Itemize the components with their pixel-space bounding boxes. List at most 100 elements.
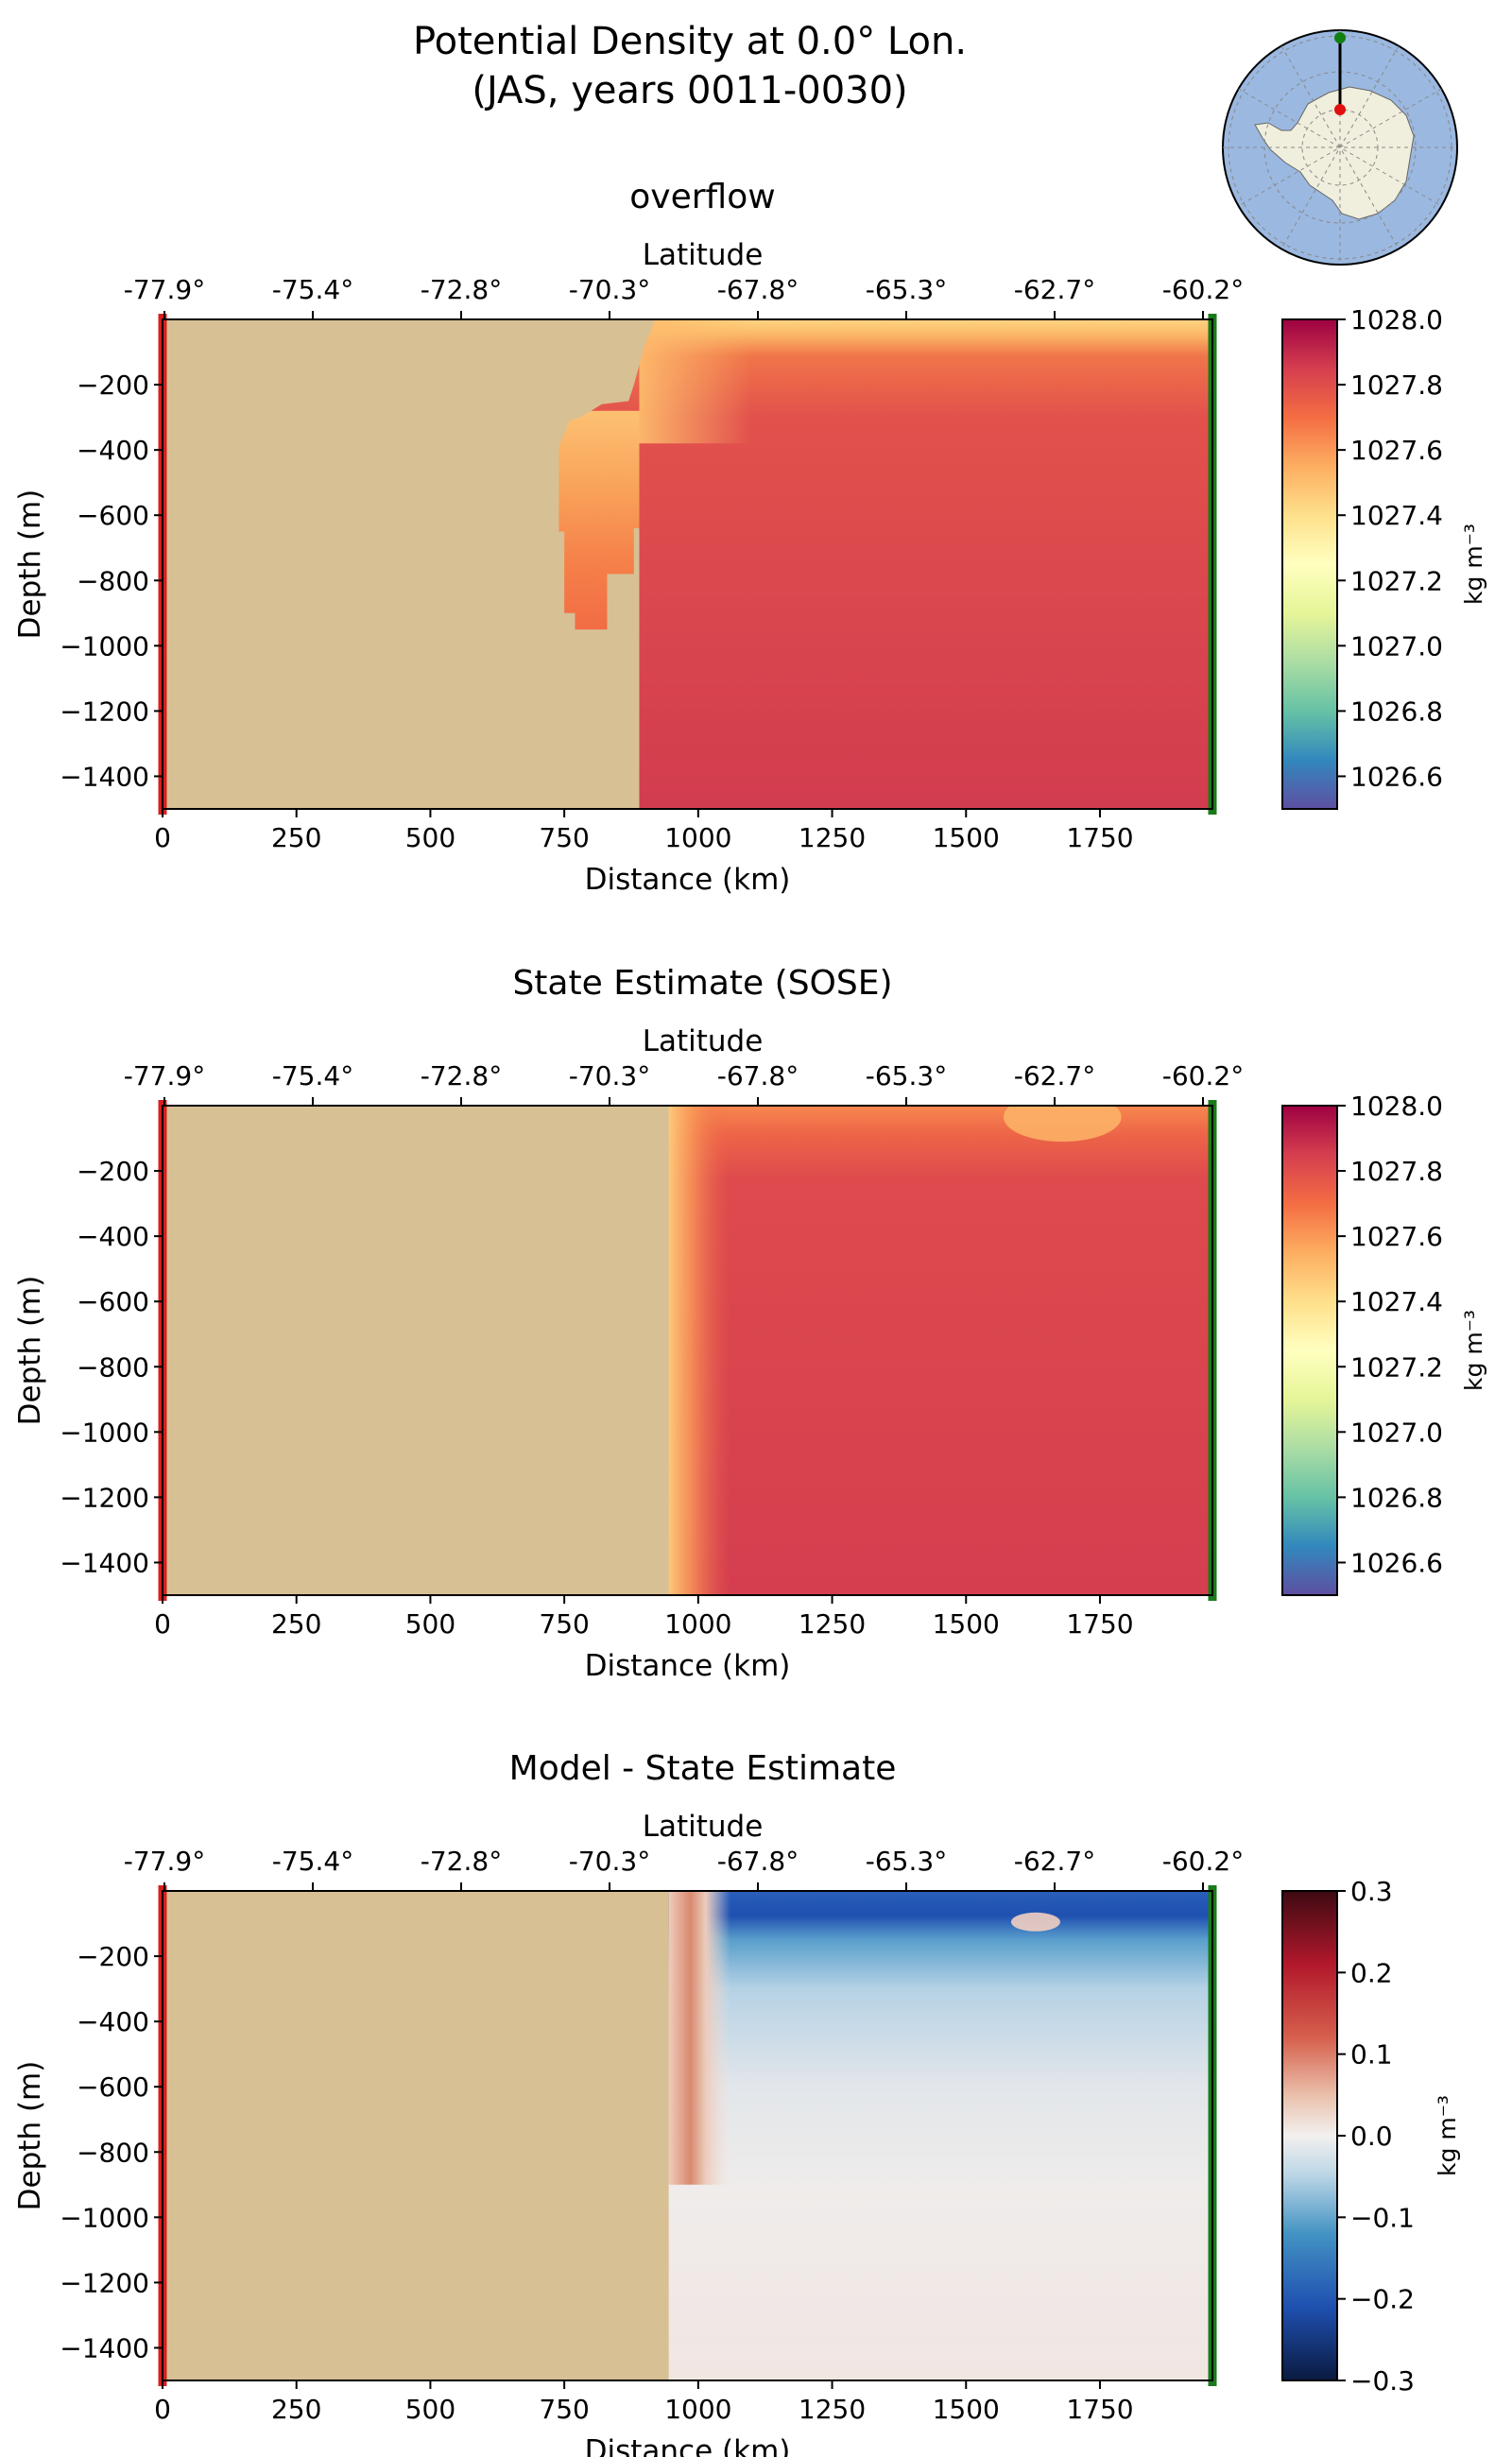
surface-positive-patch — [1010, 1912, 1060, 1932]
latitude-tick-label: -62.7° — [1014, 1846, 1095, 1877]
x-tick-label: 750 — [539, 2394, 589, 2425]
x-tick-label: 1250 — [799, 822, 866, 853]
panel-title: overflow — [629, 178, 775, 216]
panel-title: Model - State Estimate — [509, 1749, 897, 1788]
panel-1: overflow Latitude 0 250 500 750 1000 1250 1500 17… — [13, 178, 1487, 897]
density-field — [163, 1891, 1212, 2380]
colorbar-tick-label: 0.3 — [1350, 1876, 1393, 1907]
panels-group: overflow Latitude 0 250 500 750 1000 1250 1500 17… — [13, 178, 1487, 2457]
x-tick-label: 750 — [539, 822, 589, 853]
y-tick-label: −400 — [77, 2006, 149, 2037]
density-field — [163, 1106, 1212, 1595]
x-tick-label: 1250 — [799, 1608, 866, 1640]
y-tick-label: −200 — [77, 1156, 149, 1187]
colorbar-tick-label: 1027.6 — [1350, 1221, 1443, 1252]
y-tick-label: −600 — [77, 500, 149, 531]
colorbar-tick-label: 1028.0 — [1350, 304, 1443, 335]
x-tick-label: 250 — [271, 822, 321, 853]
figure-title-line2: (JAS, years 0011-0030) — [472, 69, 908, 112]
y-tick-label: −1000 — [60, 1417, 149, 1448]
x-axis-label: Distance (km) — [585, 863, 791, 897]
latitude-tick-label: -65.3° — [866, 274, 947, 305]
latitude-tick-label: -77.9° — [124, 1846, 205, 1877]
latitude-tick-label: -75.4° — [272, 274, 353, 305]
colorbar-tick-label: 1027.0 — [1350, 630, 1443, 662]
land-mask — [163, 319, 656, 809]
latitude-tick-label: -77.9° — [124, 274, 205, 305]
y-axis-label: Depth (m) — [13, 490, 47, 640]
y-tick-label: −1000 — [60, 2202, 149, 2233]
x-tick-label: 750 — [539, 1608, 589, 1640]
y-tick-label: −1200 — [60, 1482, 149, 1513]
coastal-light-water — [665, 1106, 730, 1595]
colorbar-tick-label: 1028.0 — [1350, 1091, 1443, 1122]
land-mask — [163, 1891, 669, 2380]
x-tick-label: 0 — [154, 2394, 171, 2425]
density-field — [163, 319, 1212, 809]
colorbar-tick-label: 1027.0 — [1350, 1417, 1443, 1448]
antarctica-landmass — [1254, 86, 1415, 220]
y-tick-label: −1200 — [60, 2267, 149, 2298]
y-tick-label: −600 — [77, 1286, 149, 1317]
plot-frame — [162, 1890, 1213, 2381]
section-end-marker — [1334, 32, 1346, 43]
x-tick-label: 500 — [405, 2394, 455, 2425]
colorbar-tick-label: 1027.2 — [1350, 1351, 1443, 1383]
x-axis-label: Distance (km) — [585, 2434, 791, 2457]
latitude-tick-label: -65.3° — [866, 1060, 947, 1091]
colorbar-tick-label: 0.0 — [1350, 2121, 1393, 2152]
colorbar-tick-label: 1027.2 — [1350, 565, 1443, 596]
colorbar-tick-label: 1027.6 — [1350, 435, 1443, 466]
x-tick-label: 1250 — [799, 2394, 866, 2425]
latitude-tick-label: -70.3° — [569, 1846, 650, 1877]
y-axis-label: Depth (m) — [13, 2061, 47, 2211]
latitude-tick-label: -62.7° — [1014, 274, 1095, 305]
latitude-tick-label: -67.8° — [717, 274, 799, 305]
colorbar — [1281, 318, 1338, 810]
plot-frame — [162, 1105, 1213, 1596]
y-tick-label: −400 — [77, 1221, 149, 1252]
plot-frame — [162, 318, 1213, 810]
latitude-tick-label: -72.8° — [421, 1060, 502, 1091]
surface-light-patch — [1003, 1106, 1122, 1143]
meridian-line — [1238, 88, 1442, 207]
x-tick-label: 250 — [271, 1608, 321, 1640]
x-tick-label: 1750 — [1066, 822, 1133, 853]
latitude-tick-label: -77.9° — [124, 1060, 205, 1091]
figure-title-line1: Potential Density at 0.0° Lon. — [412, 20, 968, 63]
y-axis-label: Depth (m) — [13, 1276, 47, 1426]
y-tick-label: −1400 — [60, 761, 149, 792]
x-tick-label: 1500 — [933, 1608, 1000, 1640]
x-tick-label: 1500 — [933, 2394, 1000, 2425]
y-tick-label: −1200 — [60, 696, 149, 727]
colorbar-label: kg m⁻³ — [1460, 1310, 1487, 1391]
latitude-tick-label: -60.2° — [1162, 1846, 1244, 1877]
x-tick-label: 1750 — [1066, 1608, 1133, 1640]
latitude-tick-label: -65.3° — [866, 1846, 947, 1877]
latitude-tick-label: -72.8° — [421, 274, 502, 305]
panel-2: State Estimate (SOSE) Latitude 0 250 500 750 1… — [13, 964, 1487, 1683]
panel-title: State Estimate (SOSE) — [512, 964, 892, 1003]
x-tick-label: 250 — [271, 2394, 321, 2425]
x-tick-label: 0 — [154, 1608, 171, 1640]
y-tick-label: −400 — [77, 435, 149, 466]
colorbar — [1281, 1105, 1338, 1596]
latitude-tick-label: -62.7° — [1014, 1060, 1095, 1091]
colorbar-tick-label: 1027.4 — [1350, 500, 1443, 531]
coastal-positive-anomaly — [668, 1891, 730, 2185]
colorbar-tick-label: −0.2 — [1350, 2284, 1415, 2315]
latitude-axis-label: Latitude — [643, 1024, 764, 1058]
colorbar-tick-label: 0.2 — [1350, 1957, 1393, 1988]
latitude-tick-label: -75.4° — [272, 1060, 353, 1091]
y-tick-label: −800 — [77, 2137, 149, 2168]
colorbar-label: kg m⁻³ — [1434, 2095, 1461, 2176]
slope-light-water — [639, 319, 752, 444]
latitude-tick-label: -60.2° — [1162, 1060, 1244, 1091]
colorbar-tick-label: 0.1 — [1350, 2039, 1393, 2070]
y-tick-label: −600 — [77, 2071, 149, 2103]
y-tick-label: −200 — [77, 1941, 149, 1972]
x-tick-label: 0 — [154, 822, 171, 853]
colorbar-tick-label: −0.3 — [1350, 2365, 1415, 2397]
colorbar-tick-label: 1027.8 — [1350, 1156, 1443, 1187]
inset-location-map — [1222, 29, 1458, 266]
